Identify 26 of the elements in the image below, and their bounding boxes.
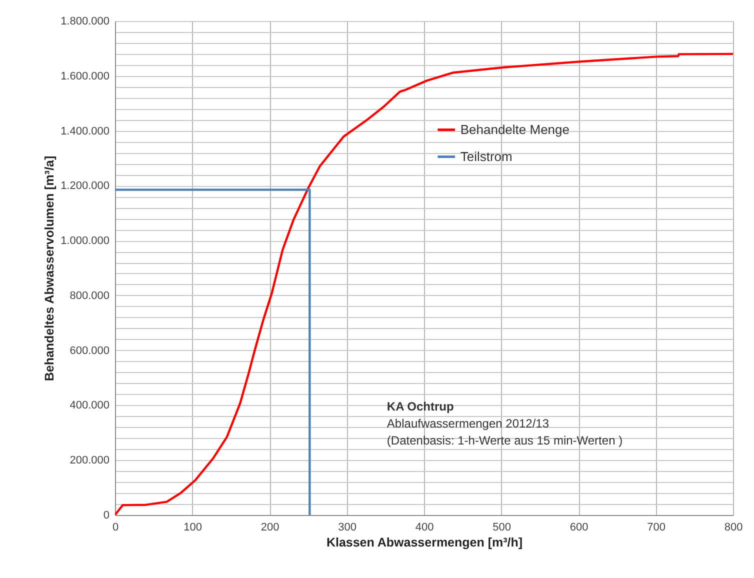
x-tick-label: 400 bbox=[415, 522, 434, 534]
annotation: KA Ochtrup bbox=[386, 399, 454, 414]
x-tick-label: 800 bbox=[724, 522, 743, 534]
x-tick-label: 100 bbox=[184, 522, 202, 534]
y-tick-label: 1.800.000 bbox=[60, 16, 110, 28]
x-tick-label: 500 bbox=[492, 522, 511, 534]
x-tick-label: 0 bbox=[112, 522, 119, 534]
y-axis-title: Behandeltes Abwasservolumen [m³/a] bbox=[42, 156, 57, 382]
y-tick-label: 1.600.000 bbox=[60, 70, 110, 82]
y-tick-label: 400.000 bbox=[70, 400, 110, 412]
x-tick-label: 200 bbox=[260, 522, 280, 534]
y-tick-label: 200.000 bbox=[70, 454, 110, 467]
y-tick-label: 600.000 bbox=[70, 344, 110, 357]
y-tick-label: 1.400.000 bbox=[60, 125, 110, 138]
y-tick-label: 0 bbox=[103, 510, 110, 522]
legend-label: Behandelte Menge bbox=[460, 122, 570, 137]
x-axis-title: Klassen Abwassermengen [m³/h] bbox=[326, 536, 523, 550]
y-tick-label: 1.000.000 bbox=[60, 235, 110, 248]
legend-label: Teilstrom bbox=[460, 148, 512, 164]
y-tick-label: 1.200.000 bbox=[60, 180, 110, 192]
x-tick-label: 300 bbox=[338, 522, 356, 534]
x-tick-label: 600 bbox=[570, 522, 588, 534]
x-tick-label: 700 bbox=[647, 522, 666, 534]
annotation: (Datenbasis: 1-h-Werte aus 15 min-Werten ) bbox=[386, 433, 623, 448]
y-tick-label: 800.000 bbox=[70, 290, 110, 302]
annotation: Ablaufwassermengen 2012/13 bbox=[386, 416, 550, 430]
